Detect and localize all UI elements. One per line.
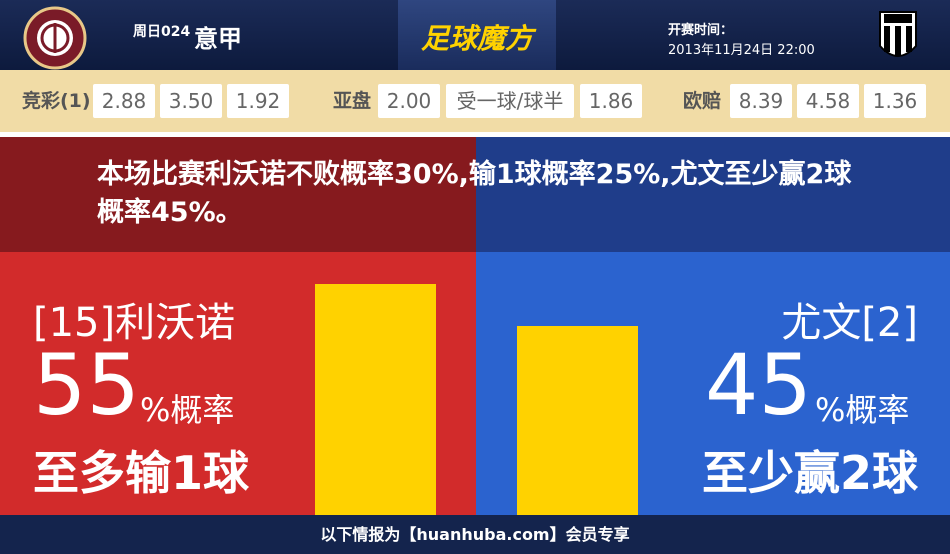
odds-value: 2.00 <box>378 84 440 118</box>
kickoff-time: 2013年11月24日 22:00 <box>668 43 815 58</box>
odds-value: 受一球/球半 <box>446 84 574 118</box>
away-probability: 45 <box>705 336 812 434</box>
summary-bg-home <box>0 137 476 252</box>
odds-label: 竞彩(1) <box>22 90 91 112</box>
odds-value: 4.58 <box>797 84 859 118</box>
home-logo <box>23 6 87 70</box>
away-outcome: 至少赢2球 <box>701 446 918 500</box>
site-logo: 足球魔方 <box>420 22 533 55</box>
home-unit: %概率 <box>140 391 235 429</box>
away-name: 尤文[2] <box>781 300 918 346</box>
match-no: 周日024 <box>133 24 191 40</box>
odds-label: 欧赔 <box>683 90 722 112</box>
summary: 本场比赛利沃诺不败概率30%,输1球概率25%,尤文至少赢2球概率45%。 <box>97 159 852 228</box>
logo-box <box>398 0 556 70</box>
home-outcome: 至多输1球 <box>33 446 250 500</box>
kickoff-label: 开赛时间： <box>668 23 734 38</box>
home-name: [15]利沃诺 <box>33 300 236 346</box>
probability-bar <box>315 284 436 515</box>
home-probability: 55 <box>33 336 140 434</box>
probability-bar <box>517 326 638 515</box>
odds-value: 1.86 <box>580 84 642 118</box>
footer: 以下情报为【huanhuba.com】会员专享 <box>0 515 950 554</box>
odds-value: 8.39 <box>730 84 792 118</box>
odds-label: 亚盘 <box>333 90 372 112</box>
away-logo <box>879 11 917 57</box>
odds-value: 1.36 <box>864 84 926 118</box>
odds-value: 2.88 <box>93 84 155 118</box>
league: 意甲 <box>194 25 242 53</box>
summary-bg-away <box>476 137 950 252</box>
odds-value: 1.92 <box>227 84 289 118</box>
odds-value: 3.50 <box>160 84 222 118</box>
away-unit: %概率 <box>815 391 910 429</box>
